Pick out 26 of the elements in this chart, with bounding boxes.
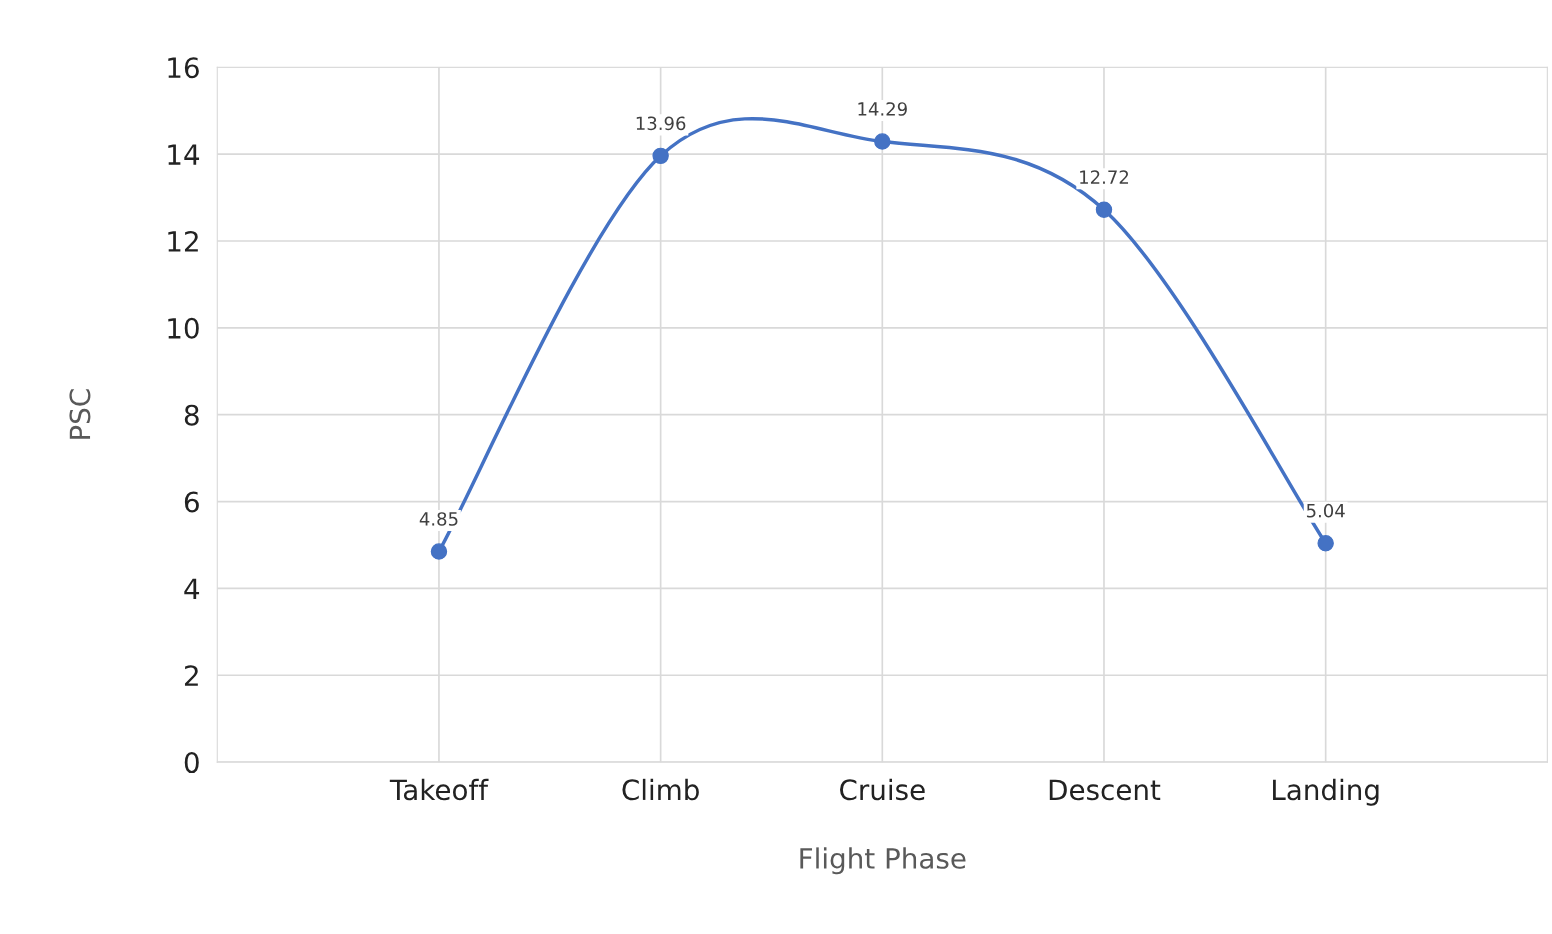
y-tick-label: 6 bbox=[184, 491, 199, 513]
point bbox=[1317, 535, 1334, 552]
y-tick-label: 16 bbox=[168, 57, 199, 79]
y-axis-title: PSC bbox=[69, 389, 91, 439]
data-label: 13.96 bbox=[636, 116, 686, 131]
y-tick-label: 14 bbox=[168, 144, 200, 165]
point bbox=[430, 543, 448, 560]
x-tick-label: Climb bbox=[622, 778, 699, 801]
y-tick-label: 4 bbox=[184, 578, 200, 599]
point bbox=[874, 133, 891, 150]
data-label: 5.04 bbox=[1306, 503, 1345, 518]
data-label: 14.29 bbox=[858, 102, 907, 116]
data-label: 4.85 bbox=[419, 512, 458, 526]
point bbox=[652, 147, 669, 165]
x-tick-label: Cruise bbox=[840, 778, 925, 801]
y-tick-label: 8 bbox=[184, 404, 199, 426]
x-tick-label: Landing bbox=[1273, 778, 1379, 806]
y-tick-label: 12 bbox=[168, 230, 198, 252]
x-axis-title: Flight Phase bbox=[800, 847, 966, 875]
point bbox=[1095, 201, 1113, 218]
y-tick-label: 0 bbox=[184, 752, 199, 774]
y-tick-label: 2 bbox=[184, 665, 198, 686]
x-tick-label: Takeoff bbox=[389, 778, 489, 801]
x-tick-label: Descent bbox=[1049, 779, 1161, 801]
data-label: 12.72 bbox=[1080, 170, 1129, 184]
y-tick-label: 10 bbox=[168, 317, 199, 339]
